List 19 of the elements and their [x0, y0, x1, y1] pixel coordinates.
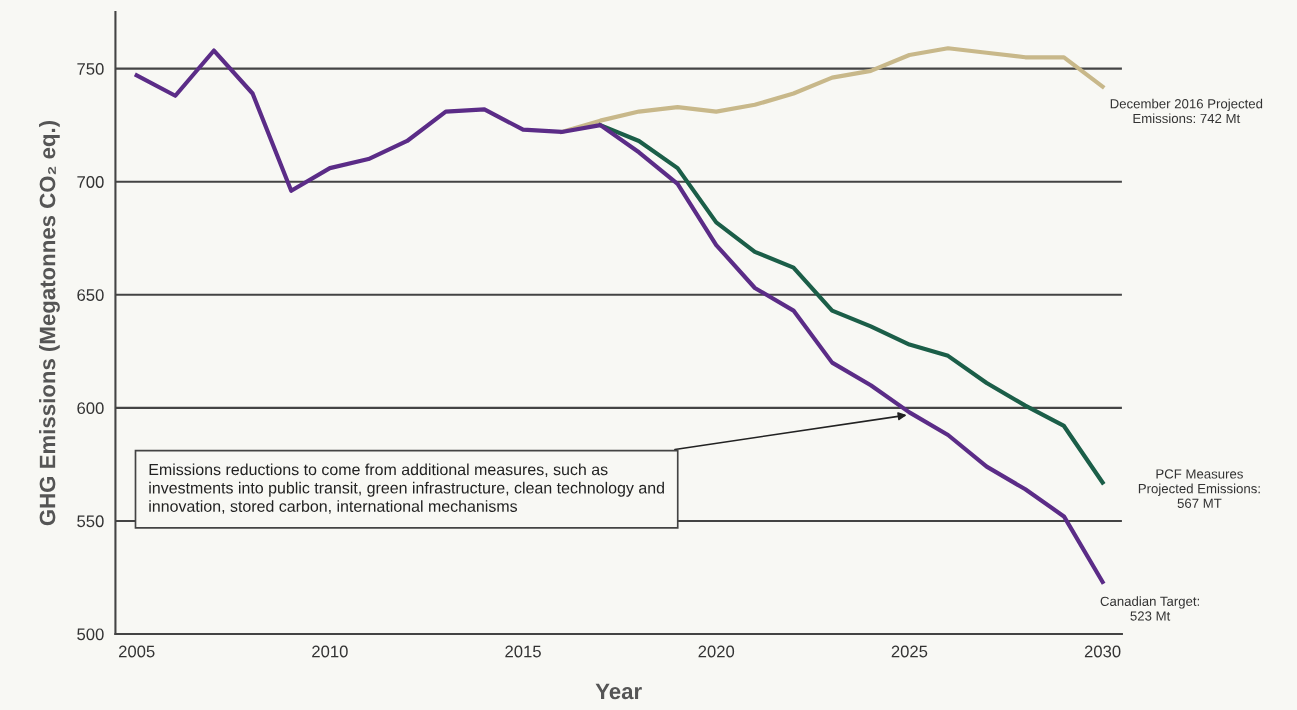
y-tick-label: 500	[77, 628, 104, 641]
line-series	[134, 48, 1105, 585]
annotation: Canadian Target: 523 Mt	[1100, 596, 1200, 621]
annotation: Emissions reductions to come from additional measures, such as investments into public transit, green infrastructure, clean technology and innovation, stored carbon, international mechanisms	[149, 463, 664, 514]
x-tick-label: 2015	[505, 645, 541, 658]
y-tick-label: 550	[77, 515, 104, 528]
x-axis-title: Year	[595, 683, 642, 700]
x-tick-label: 2005	[118, 645, 155, 658]
y-tick-label: 750	[77, 63, 104, 75]
x-tick-label: 2025	[891, 645, 928, 658]
x-tick-label: 2010	[312, 645, 348, 658]
x-tick-label: 2020	[698, 645, 735, 658]
x-tick-label: 2030	[1084, 645, 1121, 658]
y-axis-title: GHG Emissions (Megatonnes CO₂ eq.)	[39, 121, 60, 526]
y-tick-label: 700	[77, 176, 104, 188]
y-tick-label: 650	[77, 289, 104, 301]
text: PCF Measures Projected Emissions: 567 MT	[1138, 469, 1260, 508]
annotation: December 2016 Projected Emissions: 742 Mt	[1110, 98, 1263, 124]
y-tick-label: 600	[77, 402, 104, 415]
